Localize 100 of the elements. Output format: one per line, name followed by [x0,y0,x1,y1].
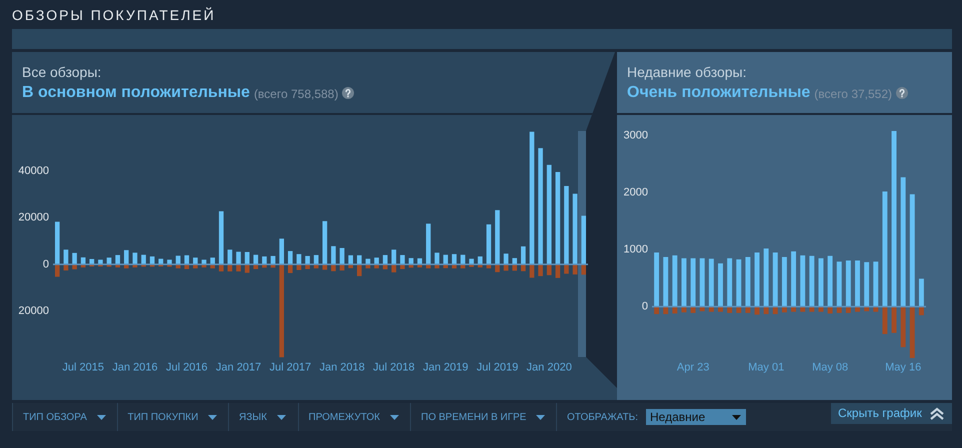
bar [682,258,686,307]
bar [764,248,769,307]
bar [564,186,569,264]
chart-title: Недавние обзоры: [627,64,746,80]
bar [54,222,60,264]
bar [392,264,396,272]
bar [791,251,796,307]
bar [572,264,578,274]
bar [288,251,293,264]
text: (всего 758,588) [254,87,338,101]
bar [800,255,806,307]
bar [495,210,500,264]
bar [892,131,896,307]
bar [279,264,284,358]
y-tick-label: 2000 [624,186,648,199]
bar [530,132,534,264]
bar [244,264,250,273]
text: ТИП ПОКУПКИ [128,412,198,422]
bar [244,252,250,264]
y-tick-label: 0 [42,258,49,270]
bar [392,250,396,264]
bar [663,257,668,307]
text: ТИП ОБЗОРА [23,412,87,422]
bar [236,264,241,272]
bar [581,216,586,264]
bar [700,258,705,307]
bar [538,148,543,264]
bar [72,252,77,264]
bar [564,264,569,274]
text: ОТОБРАЖАТЬ: [567,412,638,422]
bar [228,250,232,264]
bar [846,260,851,307]
bar [772,252,778,307]
y-tick-label: 0 [642,300,648,313]
x-tick-label: Jul 2015 [62,362,104,374]
bar [910,306,915,358]
bar [892,306,896,333]
bar [331,264,336,272]
bar [340,264,344,270]
dropdown-field: Недавние [646,409,746,425]
bar [434,252,440,264]
bar [546,164,552,264]
y-tick-label: 20000 [18,212,49,224]
x-tick-label: Jan 2016 [112,362,158,374]
bar [672,255,678,307]
bar [357,264,362,276]
bar [754,252,760,307]
bar [54,264,60,277]
x-tick-label: Jul 2017 [270,362,312,374]
x-tick-label: Jul 2016 [166,362,208,374]
chart-subtitle: Очень положительные [627,84,810,102]
bar [530,264,534,278]
bar [864,262,870,307]
bar [486,224,492,264]
text: ПРОМЕЖУТОК [308,412,380,422]
x-tick-label: Jul 2019 [476,362,518,374]
bar [708,258,714,307]
bar [900,306,906,348]
x-tick-label: May 16 [885,362,922,374]
x-tick-label: Jul 2018 [373,362,415,374]
chart-title: Все обзоры: [22,64,102,80]
bar [504,264,508,271]
bar [818,258,824,307]
bar [809,256,814,307]
bar [340,248,344,264]
x-tick-label: Jan 2018 [319,362,365,374]
text: ПО ВРЕМЕНИ В ИГРЕ [421,412,526,422]
bar [520,246,526,264]
bar [572,194,578,264]
text: ЯЗЫК [239,412,267,422]
x-tick-label: May 08 [812,362,848,374]
y-tick-label: 40000 [18,164,49,177]
bar [305,264,310,270]
bar [218,211,224,264]
bar [296,254,302,264]
bar [654,252,660,307]
x-tick-label: Jan 2020 [526,362,572,374]
bar [555,172,560,264]
bar [882,191,888,307]
bar [538,264,543,276]
bar [296,264,302,270]
bar [918,278,924,307]
bar [736,259,742,307]
bar [718,263,723,307]
x-tick-label: Apr 23 [676,362,710,374]
bar [124,250,129,264]
bar [132,252,138,264]
bar [900,177,906,307]
bar [555,264,560,278]
bar [727,258,732,307]
bar [782,257,787,307]
bar [836,262,842,307]
bar [546,264,552,276]
bar [331,246,336,264]
y-tick-label: 1000 [624,244,648,256]
x-tick-label: Jan 2019 [422,362,468,374]
bar [504,254,508,264]
collapse-button: Скрыть график [831,403,952,424]
y-tick-label: 3000 [624,130,648,142]
bar [828,256,833,307]
